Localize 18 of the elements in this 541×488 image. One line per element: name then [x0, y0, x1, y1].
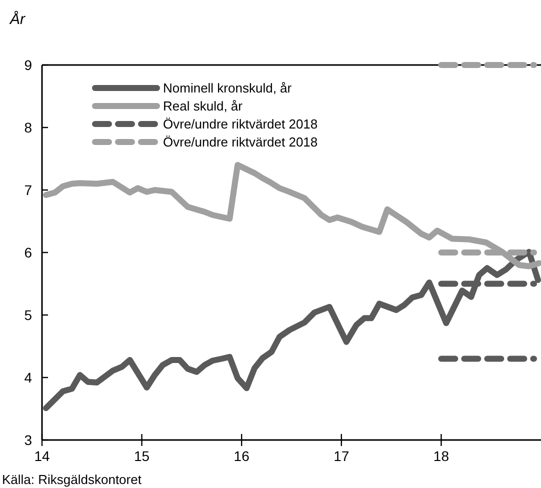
x-tick-label: 16	[234, 448, 250, 464]
legend-label: Real skuld, år	[163, 98, 244, 114]
y-tick-label: 4	[24, 369, 32, 386]
legend-label: Övre/undre riktvärdet 2018	[163, 116, 318, 132]
x-tick-label: 17	[334, 448, 350, 464]
y-axis-title: År	[9, 10, 26, 28]
y-tick-label: 7	[24, 182, 32, 198]
y-tick-label: 6	[24, 244, 32, 260]
y-tick-label: 3	[24, 432, 32, 448]
y-tick-label: 9	[24, 56, 32, 73]
y-tick-label: 8	[24, 119, 32, 136]
text: Källa: Riksgäldskontoret	[2, 472, 142, 487]
y-tick-label: 5	[24, 306, 32, 323]
legend-label: Övre/undre riktvärdet 2018	[163, 134, 318, 150]
legend-label: Nominell kronskuld, år	[163, 80, 292, 96]
x-tick-label: 14	[34, 448, 50, 464]
x-tick-label: 18	[433, 448, 450, 464]
x-tick-label: 15	[134, 448, 150, 464]
